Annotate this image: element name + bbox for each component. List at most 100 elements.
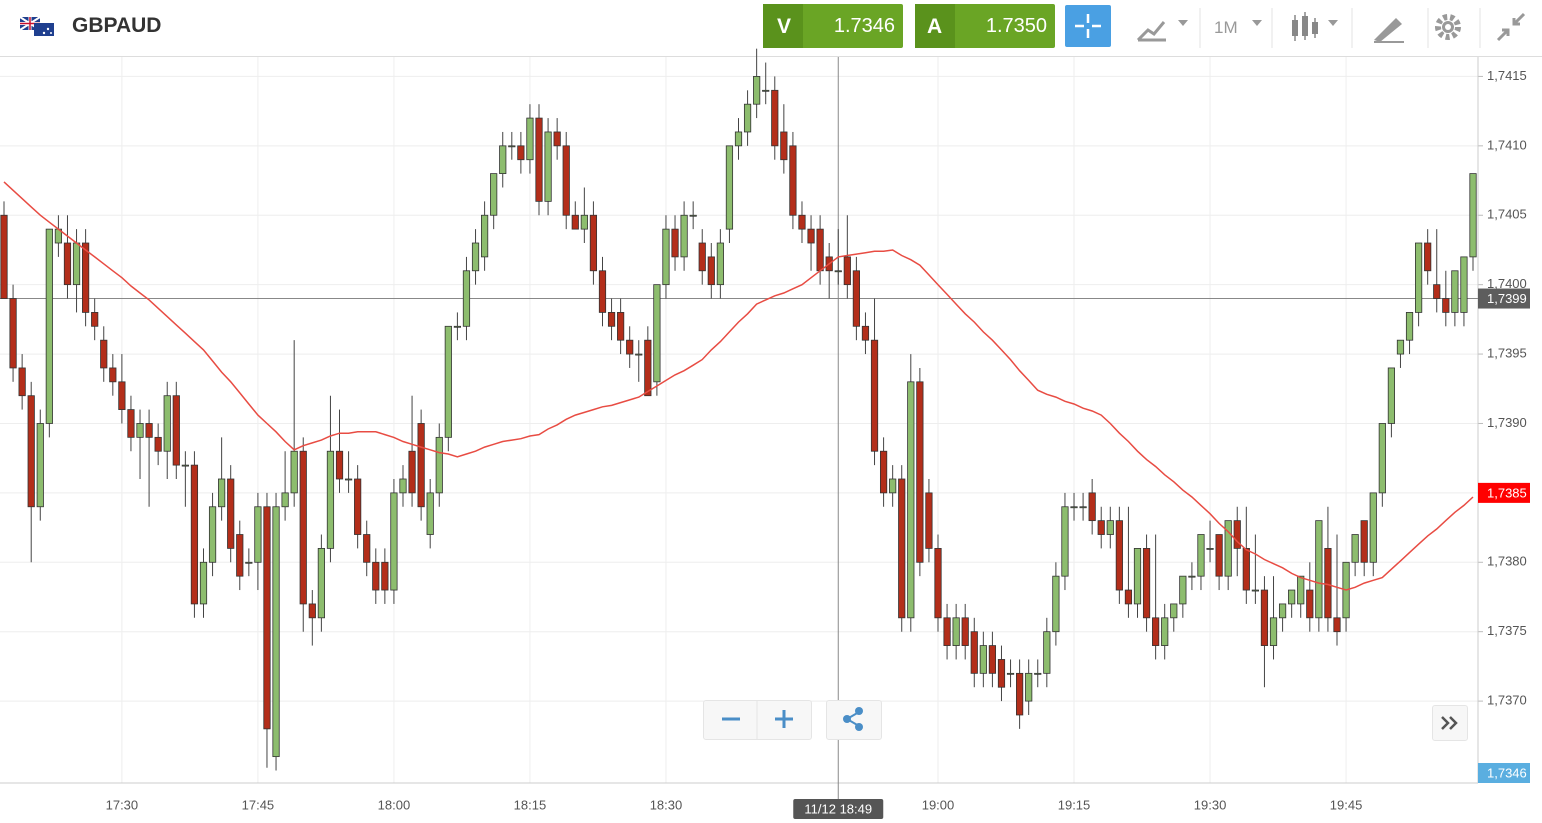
candle-body <box>671 228 679 258</box>
candle-body <box>1061 506 1069 577</box>
candle-body <box>453 325 461 328</box>
candle-body <box>208 506 217 563</box>
candle-body <box>1106 520 1114 535</box>
y-tick-label: 1,7370 <box>1487 693 1527 708</box>
candle-body <box>1387 367 1396 424</box>
candle-body <box>1306 589 1314 619</box>
timeframe[interactable]: 1M <box>1214 18 1238 37</box>
candle-body <box>979 645 987 674</box>
candle-body <box>698 242 706 272</box>
candle-body <box>1297 575 1305 605</box>
candle-body <box>1278 603 1287 619</box>
candle-body <box>1351 534 1359 563</box>
candle-body <box>1242 548 1250 591</box>
candle-body <box>381 561 389 591</box>
symbol: GBPAUD <box>72 14 162 37</box>
candle-body <box>0 214 8 299</box>
candle-body <box>417 423 425 508</box>
candle-body <box>970 631 978 674</box>
candle-body <box>943 617 951 646</box>
candle-body <box>236 534 244 577</box>
candle-body <box>1233 520 1241 549</box>
candle-body <box>372 561 380 591</box>
candle-body <box>517 145 525 161</box>
share-button[interactable] <box>826 700 882 740</box>
candle-body <box>553 131 561 147</box>
candle-body <box>9 298 17 369</box>
candle-body <box>961 617 969 646</box>
candle-body <box>1170 603 1178 619</box>
candle-body <box>861 325 870 341</box>
candle-body <box>626 339 634 355</box>
candle-body <box>118 381 126 410</box>
zoom-icons[interactable] <box>704 701 811 739</box>
candle-body <box>72 242 81 286</box>
scroll-end-button[interactable] <box>1432 705 1468 741</box>
candle-body <box>263 506 271 730</box>
candle-body <box>1460 256 1468 313</box>
candle-body <box>916 381 924 563</box>
candle-body <box>317 548 325 619</box>
candle-body <box>190 464 199 605</box>
candle-body <box>1161 617 1169 646</box>
candle-body <box>462 270 471 327</box>
candle-body <box>227 478 235 549</box>
candle-body <box>1251 589 1259 592</box>
candle-body <box>1324 548 1332 619</box>
plot-area <box>0 57 1478 783</box>
candle-body <box>689 214 697 217</box>
candle-body <box>580 214 588 230</box>
candle-body <box>308 603 316 619</box>
candle-body <box>952 617 960 646</box>
candle-body <box>1179 575 1187 605</box>
candle-body <box>508 145 516 148</box>
candle-body <box>1215 534 1223 577</box>
candle-body <box>91 312 99 327</box>
candle-body <box>789 145 797 216</box>
candle-body <box>1396 339 1405 355</box>
candle-body <box>18 367 26 397</box>
sell-label: V <box>777 15 792 38</box>
candle-body <box>879 450 888 494</box>
candle-body <box>1269 617 1278 646</box>
x-tick-label: 19:15 <box>1058 797 1091 812</box>
candle-body <box>172 395 180 466</box>
candle-body <box>471 242 480 272</box>
y-tick-label: 1,7375 <box>1487 623 1527 638</box>
candle-body <box>843 256 851 286</box>
candle-body <box>145 423 153 438</box>
x-tick-label: 18:15 <box>514 797 547 812</box>
candle-body <box>1034 672 1042 675</box>
candle-body <box>1097 520 1105 535</box>
candle-body <box>571 214 579 230</box>
candle-body <box>1360 520 1368 563</box>
crosshair-badge <box>793 799 884 819</box>
candle-body <box>245 561 253 564</box>
candle-body <box>326 450 335 549</box>
candle-body <box>725 145 734 230</box>
buy-button[interactable]: A 1.7350 <box>915 4 1055 48</box>
candle-body <box>1016 672 1024 716</box>
candle-body <box>354 478 362 535</box>
x-tick-label: 19:45 <box>1330 797 1363 812</box>
candle-body <box>1442 298 1450 313</box>
candle-body <box>898 478 906 619</box>
candle-body <box>36 423 44 508</box>
toolbar-icons[interactable] <box>1120 0 1542 56</box>
candle-body <box>27 395 35 508</box>
candle-body <box>988 645 997 674</box>
candle-body <box>1052 575 1060 633</box>
candle-body <box>1378 423 1386 494</box>
candle-body <box>925 492 933 549</box>
ma-badge-label: 1,7385 <box>1487 485 1527 500</box>
x-tick-label: 19:30 <box>1194 797 1227 812</box>
candle-body <box>997 659 1006 688</box>
candle-body <box>63 242 72 286</box>
candle-body <box>254 506 262 563</box>
candle-body <box>100 339 108 369</box>
crosshair-button[interactable] <box>1065 5 1111 47</box>
candle-body <box>1043 631 1051 674</box>
sell-button[interactable]: V 1.7346 <box>763 4 903 48</box>
candle-body <box>852 270 860 327</box>
